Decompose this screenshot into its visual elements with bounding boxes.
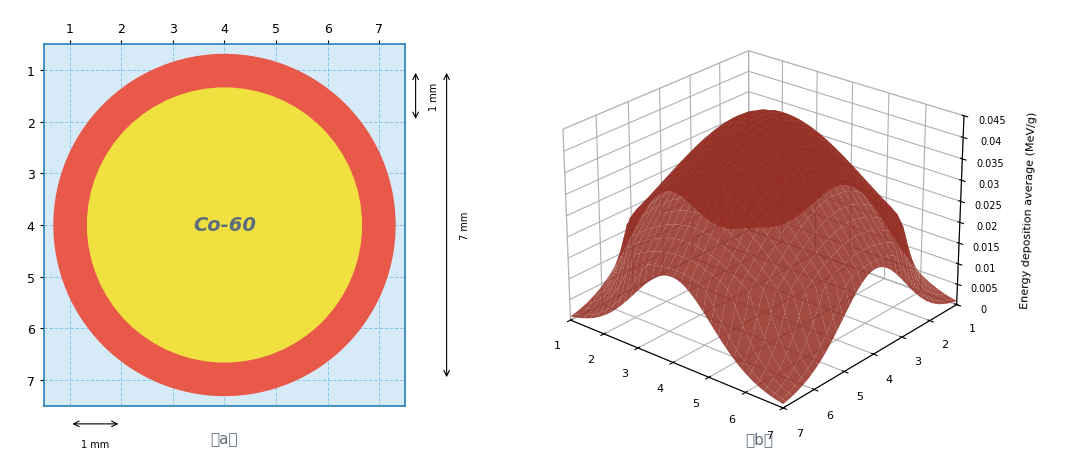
Text: 7 mm: 7 mm bbox=[460, 212, 469, 239]
Text: （b）: （b） bbox=[745, 432, 773, 446]
Text: Co-60: Co-60 bbox=[193, 216, 255, 235]
Text: 1 mm: 1 mm bbox=[81, 439, 109, 449]
Text: （a）: （a） bbox=[211, 432, 238, 446]
Text: 1 mm: 1 mm bbox=[429, 83, 438, 111]
Circle shape bbox=[55, 55, 394, 396]
Circle shape bbox=[88, 89, 361, 362]
